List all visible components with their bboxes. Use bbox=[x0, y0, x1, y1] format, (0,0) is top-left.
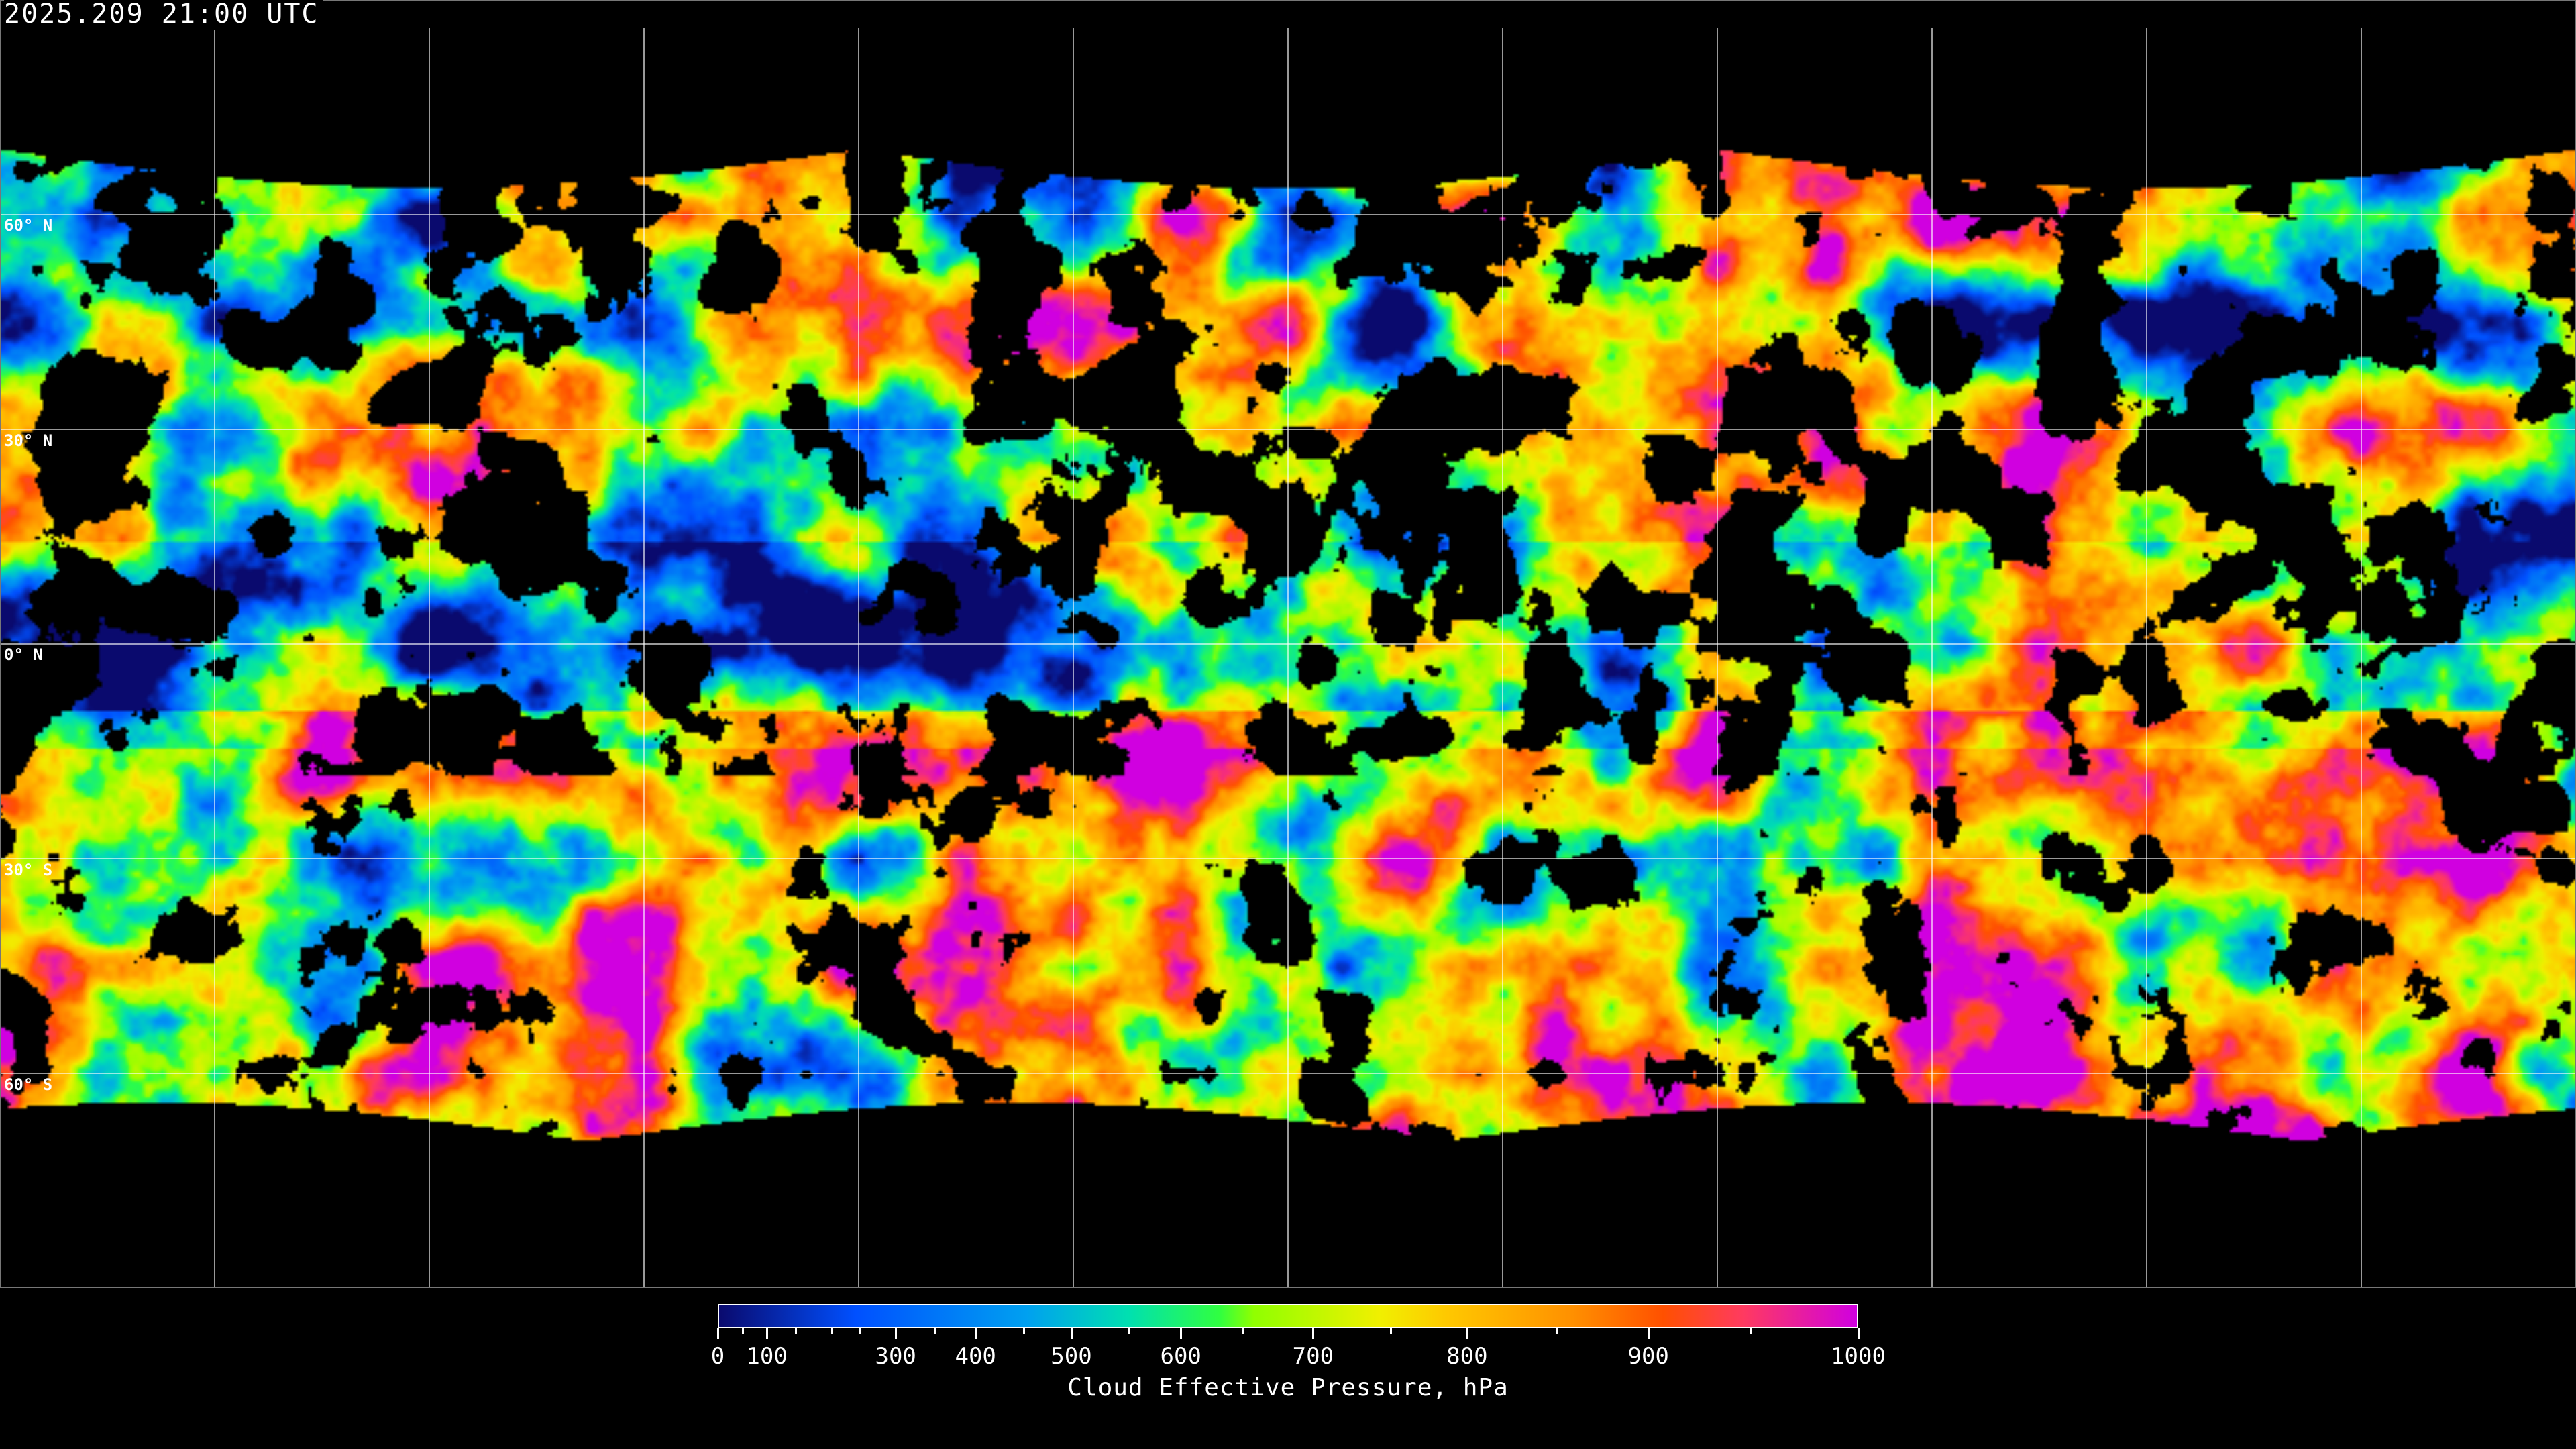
colorbar-major-tick bbox=[1071, 1328, 1073, 1339]
colorbar-tick-label: 300 bbox=[875, 1343, 916, 1370]
colorbar-major-tick bbox=[1648, 1328, 1650, 1339]
colorbar bbox=[718, 1304, 1858, 1328]
colorbar-major-tick bbox=[895, 1328, 898, 1339]
colorbar-minor-tick bbox=[1128, 1328, 1130, 1334]
colorbar-minor-tick bbox=[858, 1328, 861, 1334]
colorbar-minor-tick bbox=[831, 1328, 833, 1334]
colorbar-tick-label: 700 bbox=[1292, 1343, 1334, 1370]
colorbar-major-tick bbox=[766, 1328, 769, 1339]
colorbar-tick-label: 600 bbox=[1160, 1343, 1201, 1370]
graticule bbox=[0, 28, 2576, 1288]
colorbar-major-tick bbox=[1312, 1328, 1315, 1339]
colorbar-tick-label: 500 bbox=[1051, 1343, 1092, 1370]
colorbar-tick-label: 900 bbox=[1627, 1343, 1669, 1370]
colorbar-minor-tick bbox=[742, 1328, 745, 1334]
lat-label-60n: 60° N bbox=[4, 216, 53, 235]
timestamp-title: 2025.209 21:00 UTC bbox=[4, 0, 323, 30]
colorbar-major-tick bbox=[975, 1328, 977, 1339]
lat-label-30s: 30° S bbox=[4, 861, 53, 879]
colorbar-ticks: 0 100 300 400 500 600 700 800 900 1000 bbox=[711, 1328, 1886, 1389]
colorbar-tick-label: 0 bbox=[710, 1343, 725, 1370]
colorbar-tick-label: 800 bbox=[1446, 1343, 1488, 1370]
colorbar-minor-tick bbox=[1390, 1328, 1392, 1334]
colorbar-tick-label: 100 bbox=[746, 1343, 788, 1370]
colorbar-tick-label: 400 bbox=[955, 1343, 996, 1370]
lat-label-30n: 30° N bbox=[4, 431, 53, 450]
colorbar-minor-tick bbox=[934, 1328, 936, 1334]
colorbar-major-tick bbox=[1858, 1328, 1860, 1339]
colorbar-major-tick bbox=[717, 1328, 719, 1339]
colorbar-minor-tick bbox=[1555, 1328, 1558, 1334]
colorbar-tick-label: 1000 bbox=[1831, 1343, 1886, 1370]
colorbar-minor-tick bbox=[1749, 1328, 1752, 1334]
lat-label-60s: 60° S bbox=[4, 1075, 53, 1094]
colorbar-major-tick bbox=[1466, 1328, 1468, 1339]
colorbar-minor-tick bbox=[1242, 1328, 1244, 1334]
colorbar-major-tick bbox=[1180, 1328, 1183, 1339]
colorbar-minor-tick bbox=[794, 1328, 797, 1334]
lat-label-0: 0° N bbox=[4, 645, 43, 664]
colorbar-minor-tick bbox=[1022, 1328, 1025, 1334]
colorbar-label: Cloud Effective Pressure, hPa bbox=[1067, 1374, 1509, 1401]
